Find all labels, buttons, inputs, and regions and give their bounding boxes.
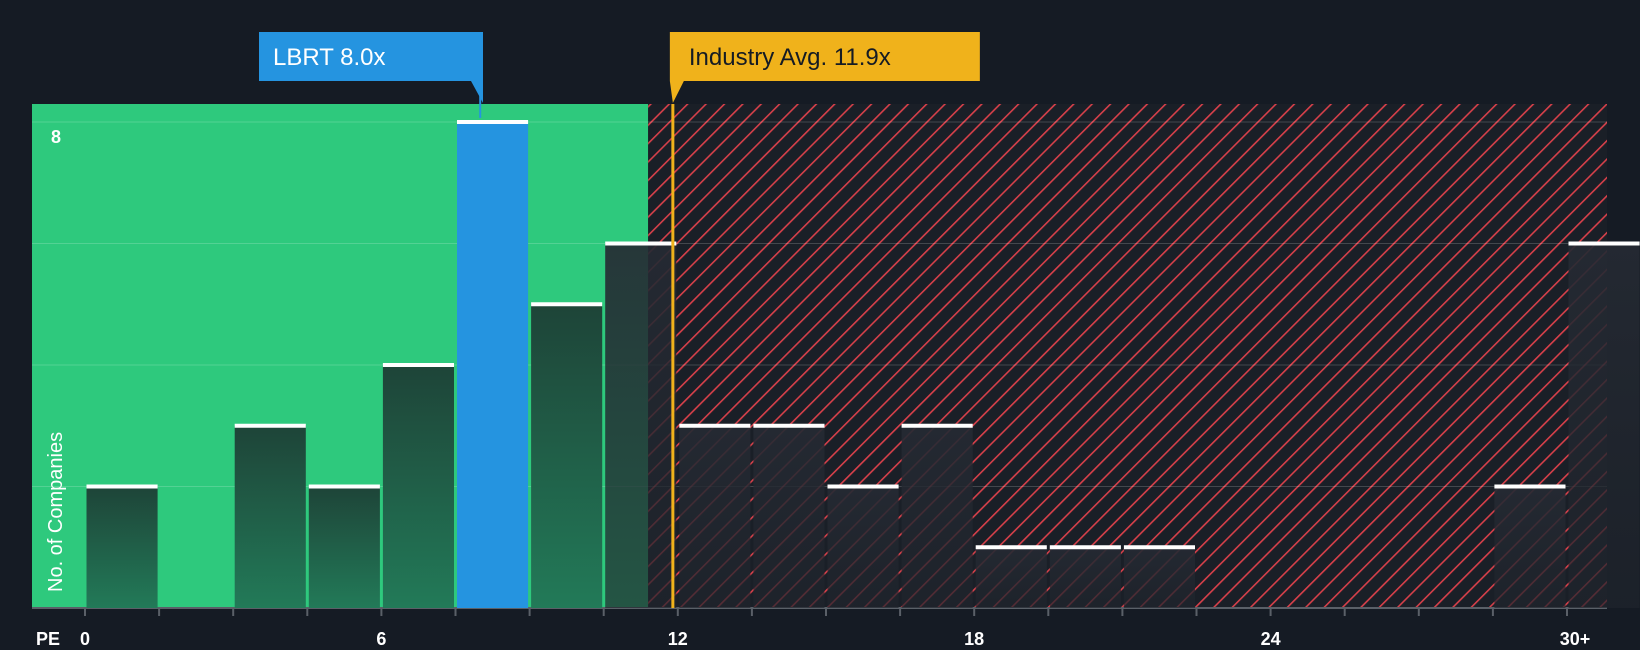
bar-top-marker bbox=[1123, 545, 1195, 550]
bar-top-marker bbox=[531, 302, 603, 307]
bar bbox=[1568, 243, 1640, 608]
bar-top-marker bbox=[457, 120, 529, 124]
y-axis-label: No. of Companies bbox=[45, 432, 67, 592]
bar-top-marker bbox=[975, 545, 1047, 550]
bar bbox=[1123, 547, 1195, 608]
bar bbox=[753, 425, 825, 608]
x-tick-label: 12 bbox=[668, 629, 688, 649]
bar bbox=[1494, 486, 1566, 608]
bar bbox=[86, 486, 158, 608]
x-tick-label: 18 bbox=[964, 629, 984, 649]
bar-top-marker bbox=[605, 241, 677, 246]
y-tick-labels: 8 bbox=[51, 127, 61, 147]
x-tick-label: 0 bbox=[80, 629, 90, 649]
bar bbox=[1049, 547, 1121, 608]
x-tick-label: 24 bbox=[1261, 629, 1281, 649]
subject-label: LBRT 8.0x bbox=[273, 44, 386, 71]
bar bbox=[679, 425, 751, 608]
subject-callout: LBRT 8.0x bbox=[259, 32, 483, 118]
bar-top-marker bbox=[753, 423, 825, 428]
bar-top-marker bbox=[234, 423, 306, 428]
bar-top-marker bbox=[382, 363, 454, 367]
bar-top-marker bbox=[1049, 545, 1121, 550]
bar-top-marker bbox=[1494, 484, 1566, 489]
bar-highlight bbox=[457, 122, 529, 608]
bars bbox=[86, 120, 1640, 608]
bar bbox=[605, 243, 677, 608]
x-tick-label: 6 bbox=[376, 629, 386, 649]
bar bbox=[531, 304, 603, 608]
subject-label-box bbox=[259, 32, 483, 103]
industry-average-label: Industry Avg. 11.9x bbox=[689, 44, 891, 71]
bar-top-marker bbox=[86, 484, 158, 489]
bar-top-marker bbox=[308, 484, 380, 489]
bar bbox=[975, 547, 1047, 608]
x-tick-labels: 0 6 12 18 24 30+ bbox=[80, 629, 1590, 649]
bar bbox=[308, 486, 380, 608]
industry-callout: Industry Avg. 11.9x bbox=[669, 32, 980, 103]
bar bbox=[901, 425, 973, 608]
industry-label-box bbox=[669, 32, 980, 103]
x-tick-label: 30+ bbox=[1560, 629, 1591, 649]
bar-top-marker bbox=[827, 484, 899, 489]
bar-top-marker bbox=[679, 423, 751, 428]
x-axis-ticks bbox=[84, 608, 1568, 616]
bar-top-marker bbox=[1568, 241, 1640, 246]
bar-top-marker bbox=[901, 423, 973, 428]
x-axis-label: PE bbox=[36, 629, 60, 649]
bar bbox=[382, 365, 454, 608]
bar bbox=[234, 425, 306, 608]
y-tick-label: 8 bbox=[51, 127, 61, 147]
bar bbox=[827, 486, 899, 608]
